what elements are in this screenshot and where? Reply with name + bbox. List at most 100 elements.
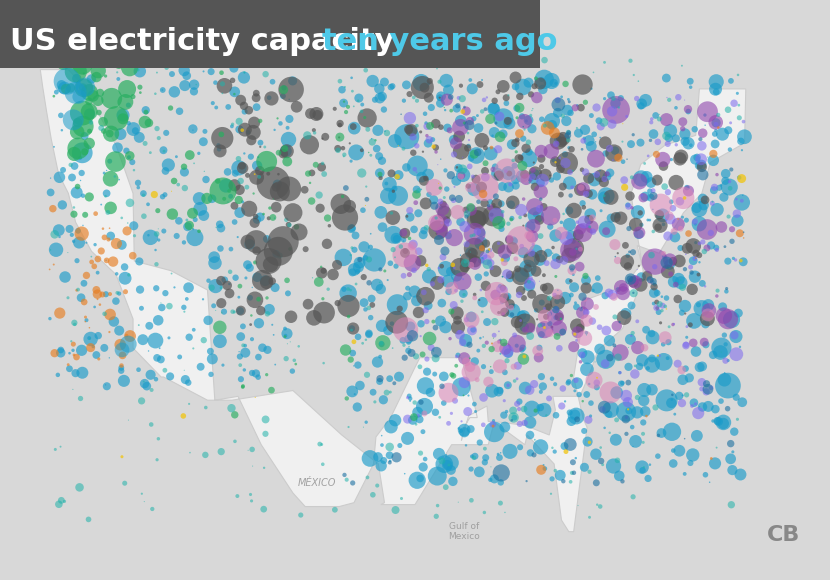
Point [119,97,132,107]
Point [570,302,583,311]
Point [554,314,568,323]
Point [613,368,627,378]
Point [221,281,234,290]
Point [574,103,588,113]
Point [315,268,329,277]
Point [248,55,261,64]
Point [586,286,599,295]
Point [586,190,599,199]
Point [638,343,652,353]
Point [378,105,391,114]
Point [339,82,352,92]
Point [444,171,457,180]
Point [92,108,105,117]
Point [506,306,520,316]
Point [551,108,564,117]
Point [461,391,475,400]
Point [515,205,528,215]
Point [533,277,546,286]
Point [334,119,347,128]
Point [490,211,503,220]
Point [110,114,123,123]
Point [445,370,458,379]
Point [481,317,494,327]
Point [620,257,633,266]
Point [150,124,164,133]
Point [591,500,604,509]
Point [150,68,164,77]
Point [517,285,530,294]
Point [494,132,507,142]
Point [511,264,525,274]
Point [620,412,633,422]
Point [564,246,578,255]
Point [432,77,446,86]
Point [131,178,144,187]
Point [617,157,630,166]
Point [553,324,566,333]
Point [589,137,603,147]
Point [106,257,120,266]
Point [619,391,632,400]
Point [652,351,665,360]
Point [267,330,281,339]
Point [198,211,211,220]
Point [645,360,658,369]
Point [457,290,471,299]
Point [699,282,712,291]
Point [647,186,660,195]
Point [419,118,432,128]
Point [574,245,587,254]
Point [227,307,241,317]
Point [566,458,579,467]
Point [333,121,346,130]
Point [535,299,549,309]
Point [660,293,673,303]
Point [719,176,732,186]
Point [562,128,575,137]
Point [686,338,700,347]
Point [538,56,551,65]
Point [460,315,473,324]
Point [681,183,694,192]
Point [398,248,412,258]
Point [476,420,490,429]
Point [104,203,117,212]
Point [689,220,702,229]
Point [279,331,292,340]
Point [187,224,200,234]
Point [667,319,681,328]
Point [227,201,241,211]
Point [642,151,655,161]
Point [509,254,522,263]
Point [456,165,469,174]
Point [487,104,500,114]
Point [562,128,575,137]
Point [149,375,163,384]
Point [486,131,499,140]
Point [316,159,330,168]
Point [271,179,284,188]
Point [250,246,263,255]
Point [525,124,539,133]
Point [720,284,733,293]
Point [680,333,693,342]
Point [664,269,677,278]
Point [510,399,524,408]
Point [92,354,105,364]
Point [359,335,373,345]
Point [704,229,717,238]
Point [481,377,495,386]
Point [162,160,175,169]
Point [639,96,652,105]
Point [433,412,447,422]
Point [432,226,445,235]
Point [413,415,427,424]
Point [500,166,513,176]
Point [622,378,635,387]
Point [569,376,583,385]
Point [409,198,422,207]
Point [465,231,478,241]
Point [237,101,251,110]
Point [360,195,374,204]
